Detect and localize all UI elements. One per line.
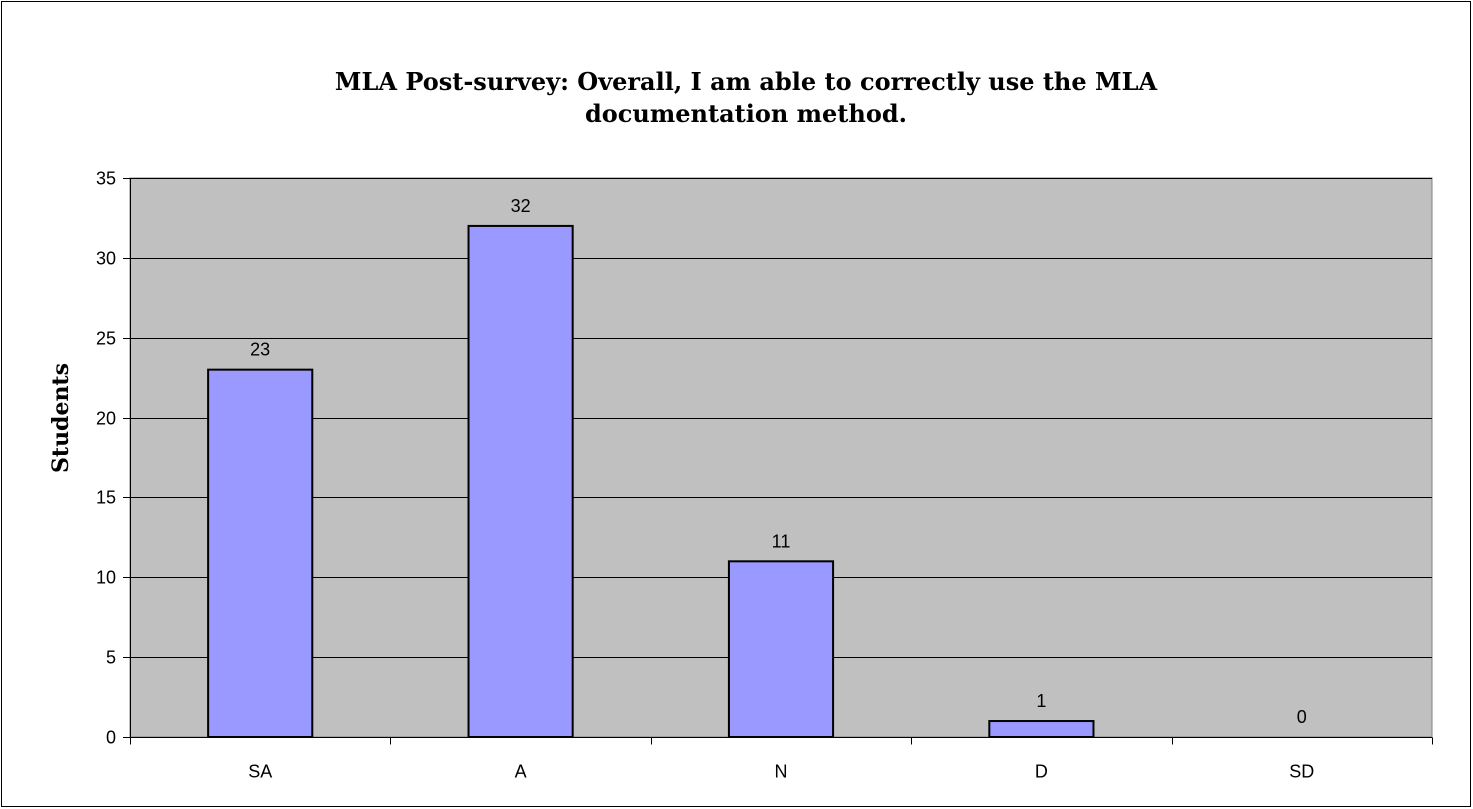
bar-n — [727, 560, 835, 738]
x-tick-label-d: D — [1035, 762, 1048, 782]
x-tick-label-n: N — [775, 762, 788, 782]
y-tick-label-10: 10 — [96, 568, 116, 588]
y-tick-label-15: 15 — [96, 488, 116, 508]
data-label-d: 1 — [1036, 691, 1046, 711]
bar-d — [988, 720, 1095, 738]
data-label-sd: 0 — [1297, 707, 1307, 727]
bars — [207, 224, 1095, 739]
gridlines — [130, 178, 1432, 658]
y-tick-label-0: 0 — [106, 728, 116, 748]
x-axis: SA A N D SD — [130, 737, 1433, 782]
chart-title-line-1: MLA Post-survey: Overall, I am able to c… — [335, 67, 1158, 96]
bar-sa — [207, 368, 314, 738]
bar-a — [467, 224, 574, 739]
y-tick-label-35: 35 — [96, 169, 116, 189]
data-label-sa: 23 — [250, 340, 270, 360]
x-tick-label-sa: SA — [248, 762, 272, 782]
data-label-n: 11 — [772, 531, 791, 551]
y-axis: 0 5 10 15 20 25 30 35 — [96, 169, 131, 748]
x-tick-label-sd: SD — [1289, 762, 1314, 782]
y-axis-label: Students — [48, 363, 74, 473]
y-tick-label-20: 20 — [96, 409, 116, 429]
y-tick-label-5: 5 — [106, 648, 116, 668]
chart-title-line-2: documentation method. — [585, 99, 907, 128]
y-tick-label-30: 30 — [96, 249, 116, 269]
data-label-a: 32 — [511, 196, 531, 216]
x-tick-label-a: A — [515, 762, 527, 782]
chart-title: MLA Post-survey: Overall, I am able to c… — [335, 67, 1158, 128]
y-tick-label-25: 25 — [96, 329, 116, 349]
